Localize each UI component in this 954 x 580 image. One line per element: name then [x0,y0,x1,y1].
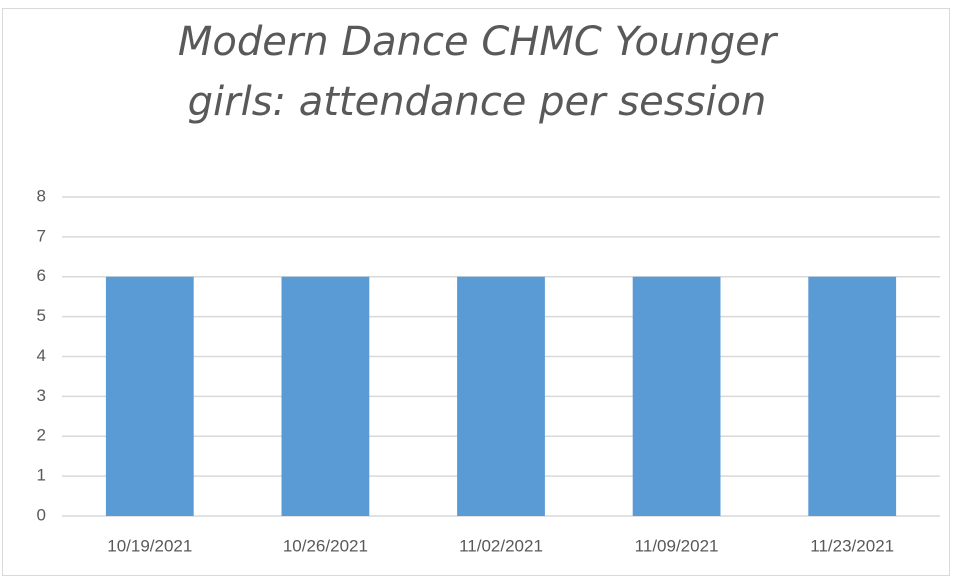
chart-title: Modern Dance CHMC Younger girls: attenda… [177,19,777,125]
x-tick-label: 11/23/2021 [810,536,894,555]
bar [105,276,194,516]
x-tick-label: 10/19/2021 [107,536,192,555]
x-tick-label: 11/09/2021 [635,536,719,555]
y-tick-label: 6 [37,266,46,285]
y-tick-label: 5 [37,306,46,325]
y-tick-label: 4 [37,346,46,365]
x-tick-label: 10/26/2021 [283,536,368,555]
chart-frame [2,8,950,576]
x-tick-label: 11/02/2021 [459,536,543,555]
y-tick-label: 7 [37,226,46,245]
bar [808,276,897,516]
y-tick-label: 0 [37,505,46,524]
y-tick-label: 1 [37,466,46,485]
bar [281,276,370,516]
y-tick-label: 3 [37,386,46,405]
bar [632,276,721,516]
bar [457,276,545,516]
y-tick-label: 2 [37,426,46,445]
y-tick-label: 8 [37,186,46,205]
